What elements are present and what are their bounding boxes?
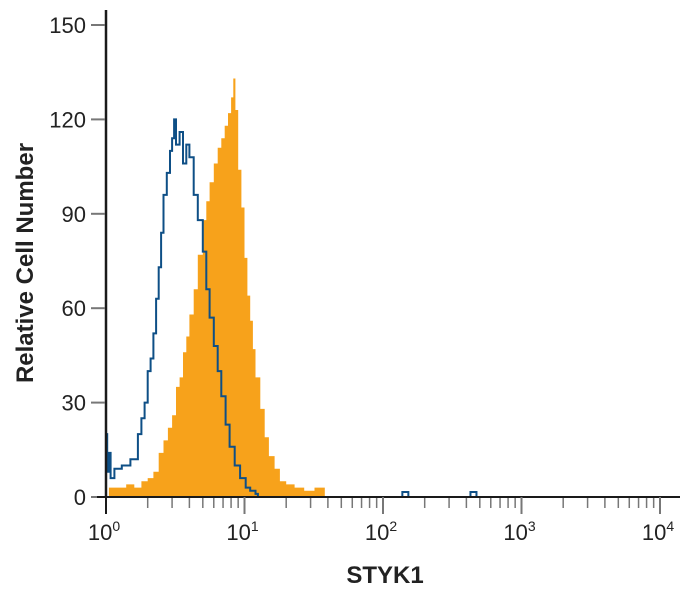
x-axis-ticks: 100 101 102 103 104 xyxy=(88,497,674,545)
control-blip xyxy=(469,491,478,497)
x-tick-label: 100 xyxy=(88,518,120,545)
stained-histogram-fill xyxy=(106,78,325,497)
control-blips xyxy=(401,491,478,497)
y-tick-label: 120 xyxy=(49,107,86,132)
plot-area xyxy=(105,78,478,497)
control-histogram-outline xyxy=(105,118,259,497)
y-axis-title: Relative Cell Number xyxy=(12,143,39,383)
x-axis-title: STYK1 xyxy=(346,562,423,589)
x-tick-label: 103 xyxy=(503,518,535,545)
x-tick-label: 102 xyxy=(365,518,397,545)
y-tick-label: 60 xyxy=(62,296,86,321)
y-tick-label: 150 xyxy=(49,13,86,38)
y-tick-label: 0 xyxy=(74,485,86,510)
control-blip xyxy=(401,491,410,497)
x-tick-label: 104 xyxy=(642,518,674,545)
y-axis: 0 30 60 90 120 150 xyxy=(49,10,108,510)
y-tick-label: 30 xyxy=(62,391,86,416)
x-axis: 100 101 102 103 104 xyxy=(88,496,680,545)
x-tick-label: 101 xyxy=(226,518,258,545)
y-axis-ticks: 0 30 60 90 120 150 xyxy=(49,13,105,510)
y-tick-label: 90 xyxy=(62,202,86,227)
